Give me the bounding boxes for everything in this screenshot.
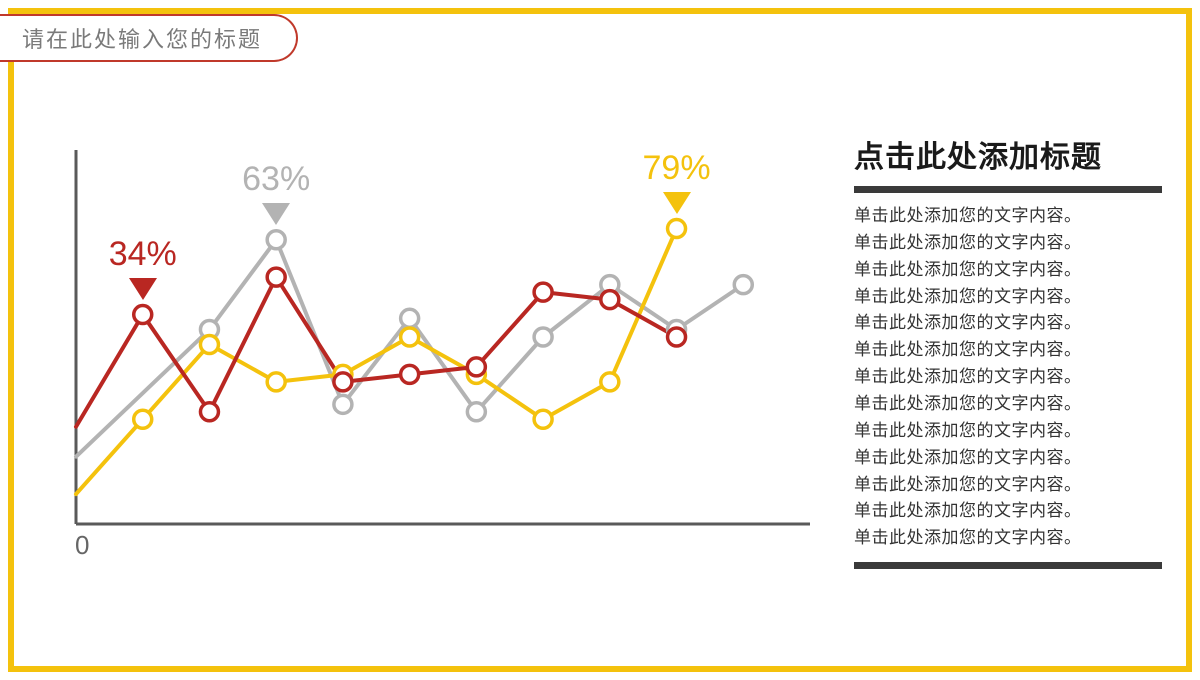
side-body-line: 单击此处添加您的文字内容。 (854, 203, 1162, 230)
side-bar-top (854, 186, 1162, 193)
side-body: 单击此处添加您的文字内容。单击此处添加您的文字内容。单击此处添加您的文字内容。单… (854, 203, 1162, 552)
side-body-line: 单击此处添加您的文字内容。 (854, 525, 1162, 552)
side-body-line: 单击此处添加您的文字内容。 (854, 391, 1162, 418)
side-body-line: 单击此处添加您的文字内容。 (854, 230, 1162, 257)
triangle-down-icon (663, 192, 691, 214)
callout-label: 34% (109, 235, 177, 273)
side-body-line: 单击此处添加您的文字内容。 (854, 257, 1162, 284)
chart-callout: 63% (231, 160, 321, 225)
callout-label: 63% (242, 160, 310, 198)
side-body-line: 单击此处添加您的文字内容。 (854, 445, 1162, 472)
side-panel: 点击此处添加标题 单击此处添加您的文字内容。单击此处添加您的文字内容。单击此处添… (854, 132, 1162, 569)
side-title: 点击此处添加标题 (854, 132, 1162, 176)
content: 0 34% 63% 79% 点击此处添加标题 单击此处添加您的文字内容。单击此处添加… (0, 0, 1200, 680)
chart-callout: 34% (98, 235, 188, 300)
side-body-line: 单击此处添加您的文字内容。 (854, 364, 1162, 391)
side-body-line: 单击此处添加您的文字内容。 (854, 472, 1162, 499)
side-body-line: 单击此处添加您的文字内容。 (854, 310, 1162, 337)
side-body-line: 单击此处添加您的文字内容。 (854, 337, 1162, 364)
side-body-line: 单击此处添加您的文字内容。 (854, 418, 1162, 445)
callout-label: 79% (643, 149, 711, 187)
axis-origin-label: 0 (75, 530, 89, 561)
side-bar-bottom (854, 562, 1162, 569)
side-body-line: 单击此处添加您的文字内容。 (854, 498, 1162, 525)
side-body-line: 单击此处添加您的文字内容。 (854, 284, 1162, 311)
triangle-down-icon (129, 278, 157, 300)
chart-callout: 79% (632, 149, 722, 214)
triangle-down-icon (262, 203, 290, 225)
